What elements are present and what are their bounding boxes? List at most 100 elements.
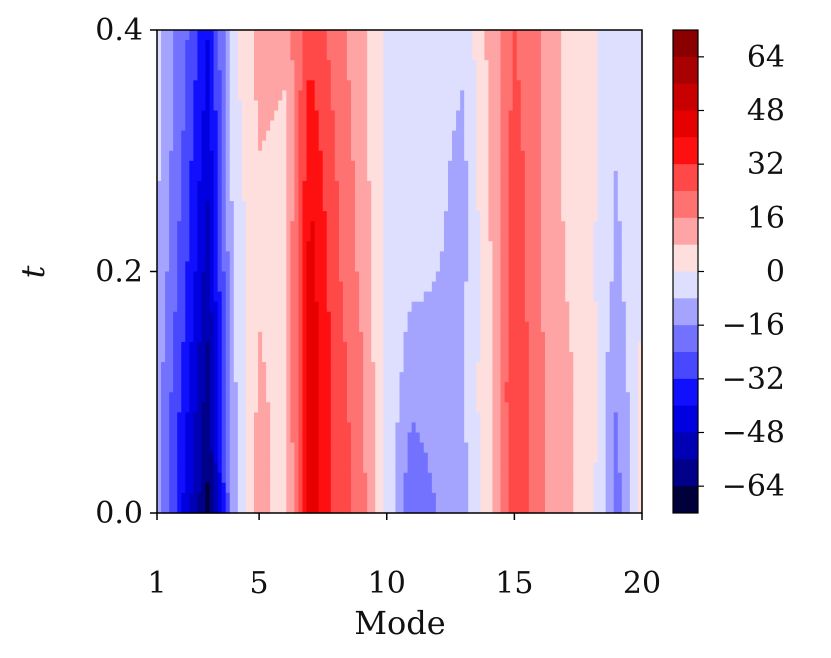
- contour-cell: [221, 180, 227, 192]
- contour-cell: [439, 100, 445, 112]
- contour-cell: [601, 362, 607, 373]
- contour-cell: [359, 301, 364, 313]
- contour-cell: [419, 311, 425, 323]
- contour-cell: [439, 442, 445, 454]
- contour-cell: [625, 301, 631, 313]
- contour-cell: [589, 311, 595, 323]
- contour-cell: [439, 372, 445, 383]
- contour-cell: [549, 271, 554, 283]
- contour-cell: [270, 422, 275, 434]
- contour-cell: [322, 432, 328, 444]
- contour-cell: [637, 372, 643, 383]
- contour-cell: [460, 271, 465, 283]
- contour-cell: [403, 261, 409, 273]
- contour-cell: [532, 432, 538, 444]
- contour-cell: [177, 331, 182, 343]
- contour-cell: [532, 241, 538, 252]
- contour-cell: [545, 392, 550, 403]
- contour-cell: [435, 241, 441, 252]
- contour-cell: [411, 341, 417, 353]
- contour-cell: [472, 150, 477, 162]
- contour-cell: [258, 362, 263, 373]
- contour-cell: [318, 331, 324, 343]
- contour-cell: [456, 362, 461, 373]
- contour-cell: [443, 241, 449, 252]
- contour-cell: [496, 50, 502, 61]
- contour-cell: [403, 30, 409, 41]
- contour-cell: [520, 140, 526, 152]
- contour-cell: [464, 191, 469, 202]
- contour-cell: [589, 120, 595, 132]
- contour-cell: [411, 231, 417, 242]
- contour-cell: [237, 372, 243, 383]
- contour-cell: [391, 261, 397, 273]
- contour-cell: [278, 341, 283, 353]
- contour-cell: [460, 402, 465, 413]
- contour-cell: [613, 311, 619, 323]
- contour-cell: [492, 261, 498, 273]
- contour-cell: [282, 40, 287, 51]
- contour-cell: [209, 261, 215, 273]
- contour-cell: [258, 341, 263, 353]
- contour-cell: [508, 50, 514, 61]
- contour-cell: [161, 30, 166, 41]
- contour-cell: [383, 251, 388, 263]
- contour-cell: [573, 80, 578, 91]
- contour-cell: [476, 130, 481, 142]
- contour-cell: [314, 362, 320, 373]
- contour-cell: [419, 331, 425, 343]
- contour-cell: [460, 221, 465, 232]
- contour-cell: [233, 251, 239, 263]
- contour-cell: [601, 341, 607, 353]
- contour-cell: [536, 271, 542, 283]
- contour-cell: [221, 160, 227, 172]
- contour-cell: [545, 251, 550, 263]
- contour-cell: [427, 331, 433, 343]
- contour-cell: [334, 120, 340, 132]
- contour-cell: [294, 311, 300, 323]
- contour-cell: [237, 40, 243, 51]
- contour-cell: [173, 281, 178, 293]
- contour-cell: [573, 412, 578, 424]
- contour-cell: [557, 382, 562, 393]
- contour-cell: [233, 130, 239, 142]
- contour-cell: [314, 211, 320, 222]
- contour-cell: [282, 442, 287, 454]
- contour-cell: [342, 140, 348, 152]
- contour-cell: [573, 211, 578, 222]
- contour-cell: [532, 120, 538, 132]
- contour-cell: [359, 201, 364, 212]
- contour-cell: [334, 311, 340, 323]
- contour-cell: [237, 120, 243, 132]
- contour-cell: [488, 211, 494, 222]
- contour-cell: [496, 90, 502, 102]
- contour-cell: [484, 402, 490, 413]
- contour-cell: [536, 331, 542, 343]
- contour-cell: [197, 402, 203, 413]
- contour-cell: [419, 442, 425, 454]
- contour-cell: [189, 281, 194, 293]
- contour-cell: [193, 110, 199, 122]
- contour-cell: [605, 50, 611, 61]
- contour-cell: [488, 432, 494, 444]
- contour-cell: [488, 130, 494, 142]
- contour-cell: [597, 261, 603, 273]
- contour-cell: [371, 422, 376, 434]
- contour-cell: [169, 50, 174, 61]
- contour-cell: [363, 271, 368, 283]
- contour-cell: [383, 331, 388, 343]
- contour-cell: [342, 261, 348, 273]
- contour-cell: [322, 70, 328, 81]
- contour-cell: [262, 30, 267, 41]
- contour-cell: [585, 40, 591, 51]
- contour-cell: [249, 341, 255, 353]
- contour-cell: [625, 352, 631, 363]
- contour-cell: [532, 140, 538, 152]
- contour-cell: [201, 221, 207, 232]
- contour-cell: [460, 201, 465, 212]
- contour-cell: [524, 271, 530, 283]
- contour-cell: [205, 311, 211, 323]
- contour-cell: [423, 231, 429, 242]
- contour-cell: [423, 241, 429, 252]
- contour-cell: [306, 180, 312, 192]
